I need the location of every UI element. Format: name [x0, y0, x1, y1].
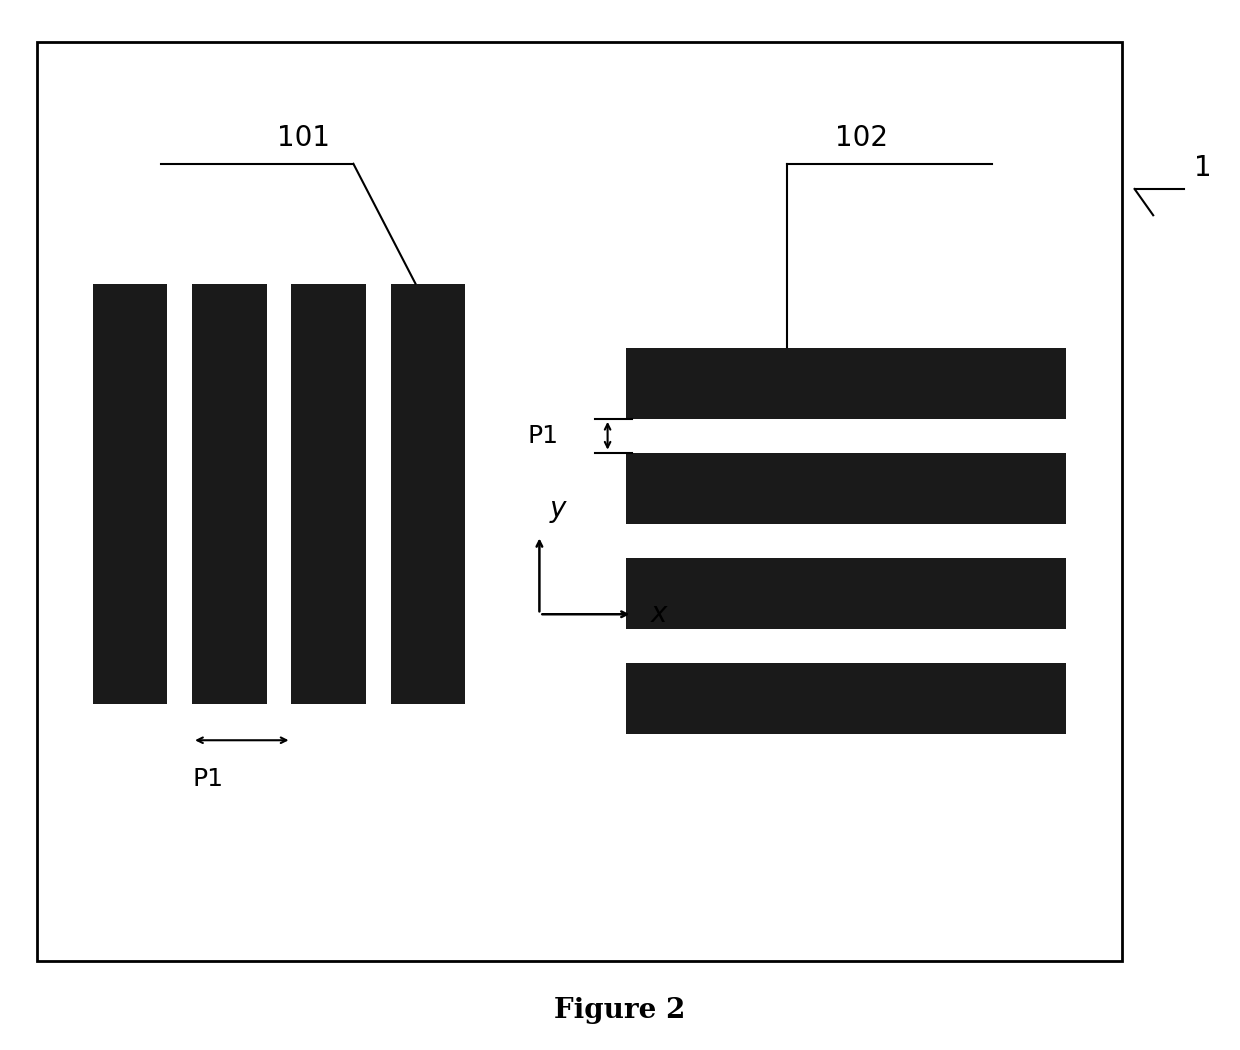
- Bar: [291, 284, 366, 704]
- Text: x: x: [651, 601, 667, 628]
- Text: P1: P1: [192, 766, 223, 791]
- Text: y: y: [549, 495, 565, 523]
- Bar: [37, 42, 1122, 961]
- Text: P1: P1: [527, 424, 558, 447]
- Bar: [626, 348, 1066, 419]
- Bar: [93, 284, 167, 704]
- Bar: [192, 284, 267, 704]
- Text: 1: 1: [1194, 154, 1211, 182]
- Bar: [626, 663, 1066, 734]
- Bar: [626, 558, 1066, 629]
- Text: 102: 102: [836, 124, 888, 152]
- Text: Figure 2: Figure 2: [554, 996, 686, 1024]
- Bar: [391, 284, 465, 704]
- Text: 101: 101: [278, 124, 330, 152]
- Bar: [626, 453, 1066, 524]
